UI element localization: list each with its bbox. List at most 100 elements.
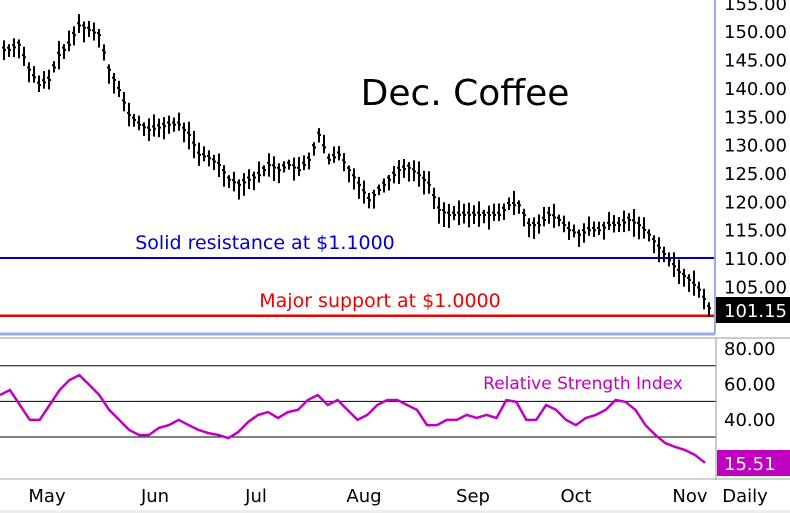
price-bar [372,189,376,209]
price-bar [222,165,226,187]
price-tick-label: 155.00 [724,0,787,15]
price-bar [547,206,551,224]
price-tick-label: 105.00 [724,277,787,298]
price-bar [62,44,66,59]
price-bar [37,75,41,93]
price-bar [707,302,711,317]
price-bar [202,146,206,162]
price-bar [2,40,6,61]
price-bar [252,171,256,191]
price-bar [407,162,411,182]
price-bar [242,173,246,196]
month-label: Jul [244,486,267,507]
price-bar [507,197,511,211]
price-bar [387,174,391,191]
price-bar [437,197,441,224]
price-axis: 155.00 150.00 145.00 140.00 135.00 130.00 125.… [724,0,787,298]
price-bar [567,221,571,240]
rsi-last-label: 15.51 [724,454,776,475]
price-bar [57,40,61,70]
price-bar [692,270,696,296]
price-bar [102,44,106,61]
price-bar [232,171,236,192]
price-bar [362,180,366,204]
price-bar [512,190,516,216]
rsi-tick-label: 40.00 [724,410,776,431]
price-bar [487,205,491,230]
chart-title: Dec. Coffee [361,73,570,114]
price-bar [672,252,676,278]
price-bar [82,21,86,43]
price-bar [617,217,621,233]
price-tick-label: 120.00 [724,192,787,213]
price-bar [697,281,701,298]
price-bar [627,213,631,231]
last-price-label: 101.15 [724,301,787,322]
price-bar [267,153,271,177]
price-bar [17,39,21,59]
price-bar [207,150,211,167]
price-bar [367,192,371,209]
price-bar [667,252,671,267]
price-bar [397,160,401,184]
price-bar [182,122,186,143]
price-bar [637,216,641,240]
price-bar [317,128,321,143]
price-bar [587,216,591,236]
price-bar [472,205,476,224]
price-bar [22,46,26,67]
price-bar [402,159,406,178]
price-bar [152,114,156,137]
resistance-label: Solid resistance at $1.1000 [135,232,395,254]
price-bar [432,187,436,210]
price-bar [382,178,386,193]
price-bar [312,142,316,156]
price-bar [632,208,636,237]
month-label: Jun [140,486,169,507]
price-bar [612,215,616,233]
price-tick-label: 135.00 [724,107,787,128]
price-bar [527,218,531,238]
price-bar [652,235,656,254]
price-bar [642,217,646,239]
price-tick-label: 140.00 [724,79,787,100]
price-bar [297,156,301,177]
rsi-tick-label: 60.00 [724,375,776,396]
price-bar [107,64,111,84]
month-label: Sep [456,486,490,507]
price-bar [622,210,626,233]
support-label: Major support at $1.0000 [259,290,500,312]
price-bar [497,203,501,222]
price-bar [117,80,121,98]
price-bar [662,246,666,263]
price-bar [27,62,31,83]
x-axis: May Jun Jul Aug Sep Oct Nov [28,486,708,507]
price-bar [337,146,341,161]
price-bar [327,153,331,165]
price-bar [272,156,276,181]
price-bar [212,154,216,171]
price-bar [292,157,296,181]
price-bar [72,26,76,46]
price-bar [287,159,291,170]
price-bar [92,22,96,41]
price-bar [157,118,161,138]
price-bar [342,153,346,172]
price-bar [522,208,526,227]
price-bar [347,165,351,183]
price-bar [67,30,71,52]
price-bar [477,201,481,227]
price-tick-label: 150.00 [724,22,787,43]
price-bar [577,229,581,247]
price-bar [162,117,166,140]
price-bar [492,203,496,222]
price-bar [172,117,176,132]
price-bar [247,169,251,190]
rsi-last-badge [717,450,790,476]
rsi-title: Relative Strength Index [483,374,683,394]
price-bar [417,161,421,187]
price-bar [192,130,196,159]
price-bar [392,165,396,184]
price-bar [307,152,311,170]
price-panel: Dec. Coffee Solid resistance at $1.1000 … [0,0,790,334]
